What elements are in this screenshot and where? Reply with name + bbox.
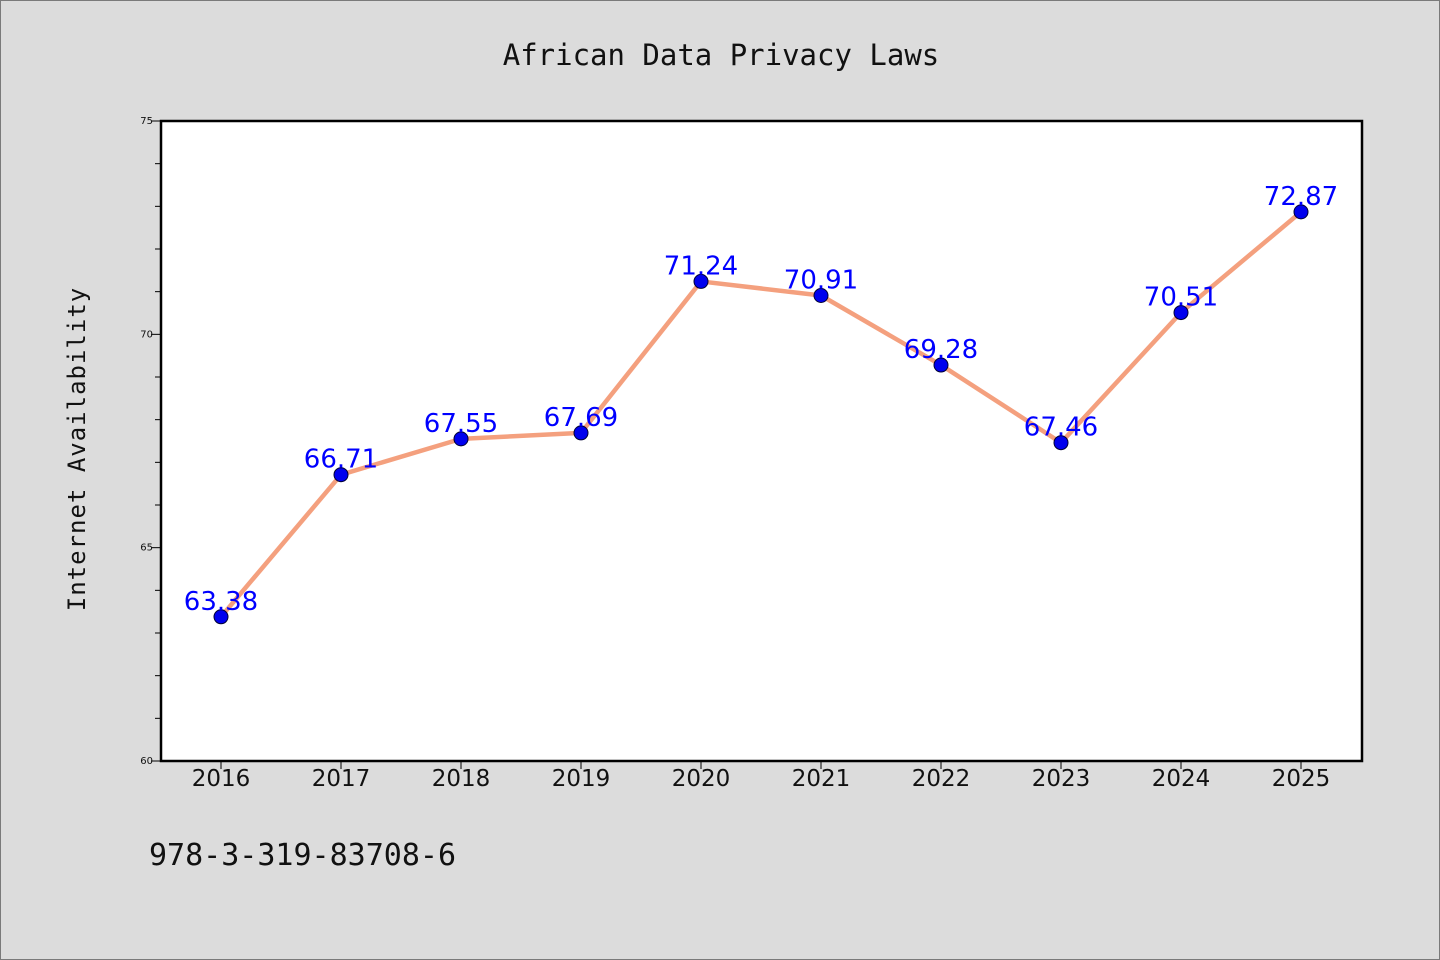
- x-tick-label: 2023: [1032, 766, 1091, 792]
- y-tick-label: 60: [140, 756, 153, 767]
- data-labels-group: 63.38 66.71 67.55 67.69 71.24 70.91 69.28 67.46…: [184, 182, 1338, 617]
- data-point: [333, 467, 349, 483]
- x-tick-label: 2025: [1272, 766, 1331, 792]
- x-tick-label: 2021: [792, 766, 851, 792]
- data-point: [693, 273, 709, 289]
- x-tick-label: 2024: [1152, 766, 1211, 792]
- x-tick-label: 2020: [672, 766, 731, 792]
- data-point: [573, 425, 589, 441]
- data-label: 63.38: [184, 587, 258, 617]
- x-axis-ticks: 2016 2017 2018 2019 2020 2021 2022 2023 2024 2025: [192, 761, 1331, 792]
- data-label: 72.87: [1264, 182, 1338, 212]
- data-point: [453, 431, 469, 447]
- data-label: 70.51: [1144, 283, 1218, 313]
- isbn-footer: 978-3-319-83708-6: [149, 838, 456, 873]
- y-tick-label: 65: [140, 543, 153, 554]
- x-tick-label: 2022: [912, 766, 971, 792]
- y-axis-ticks: 60 65 70 75: [140, 116, 161, 767]
- y-axis-label: Internet Availability: [63, 287, 91, 611]
- data-label: 71.24: [664, 251, 738, 281]
- data-label: 66.71: [304, 445, 378, 475]
- x-tick-label: 2019: [552, 766, 611, 792]
- x-tick-label: 2016: [192, 766, 251, 792]
- y-tick-label: 75: [140, 116, 153, 127]
- data-point: [213, 609, 229, 625]
- x-tick-label: 2017: [312, 766, 371, 792]
- series-line: [218, 209, 1304, 620]
- plot-area: [159, 119, 1364, 763]
- data-label: 67.69: [544, 403, 618, 433]
- series-line-group: [213, 204, 1309, 625]
- data-label: 69.28: [904, 335, 978, 365]
- y-tick-label: 70: [140, 329, 153, 340]
- data-label: 67.46: [1024, 413, 1098, 443]
- x-tick-label: 2018: [432, 766, 491, 792]
- data-point: [1293, 204, 1309, 220]
- data-label: 70.91: [784, 266, 858, 296]
- data-point: [933, 357, 949, 373]
- data-point: [813, 288, 829, 304]
- data-label: 67.55: [424, 409, 498, 439]
- data-point: [1173, 305, 1189, 321]
- data-point: [1053, 435, 1069, 451]
- chart-title: African Data Privacy Laws: [503, 38, 940, 72]
